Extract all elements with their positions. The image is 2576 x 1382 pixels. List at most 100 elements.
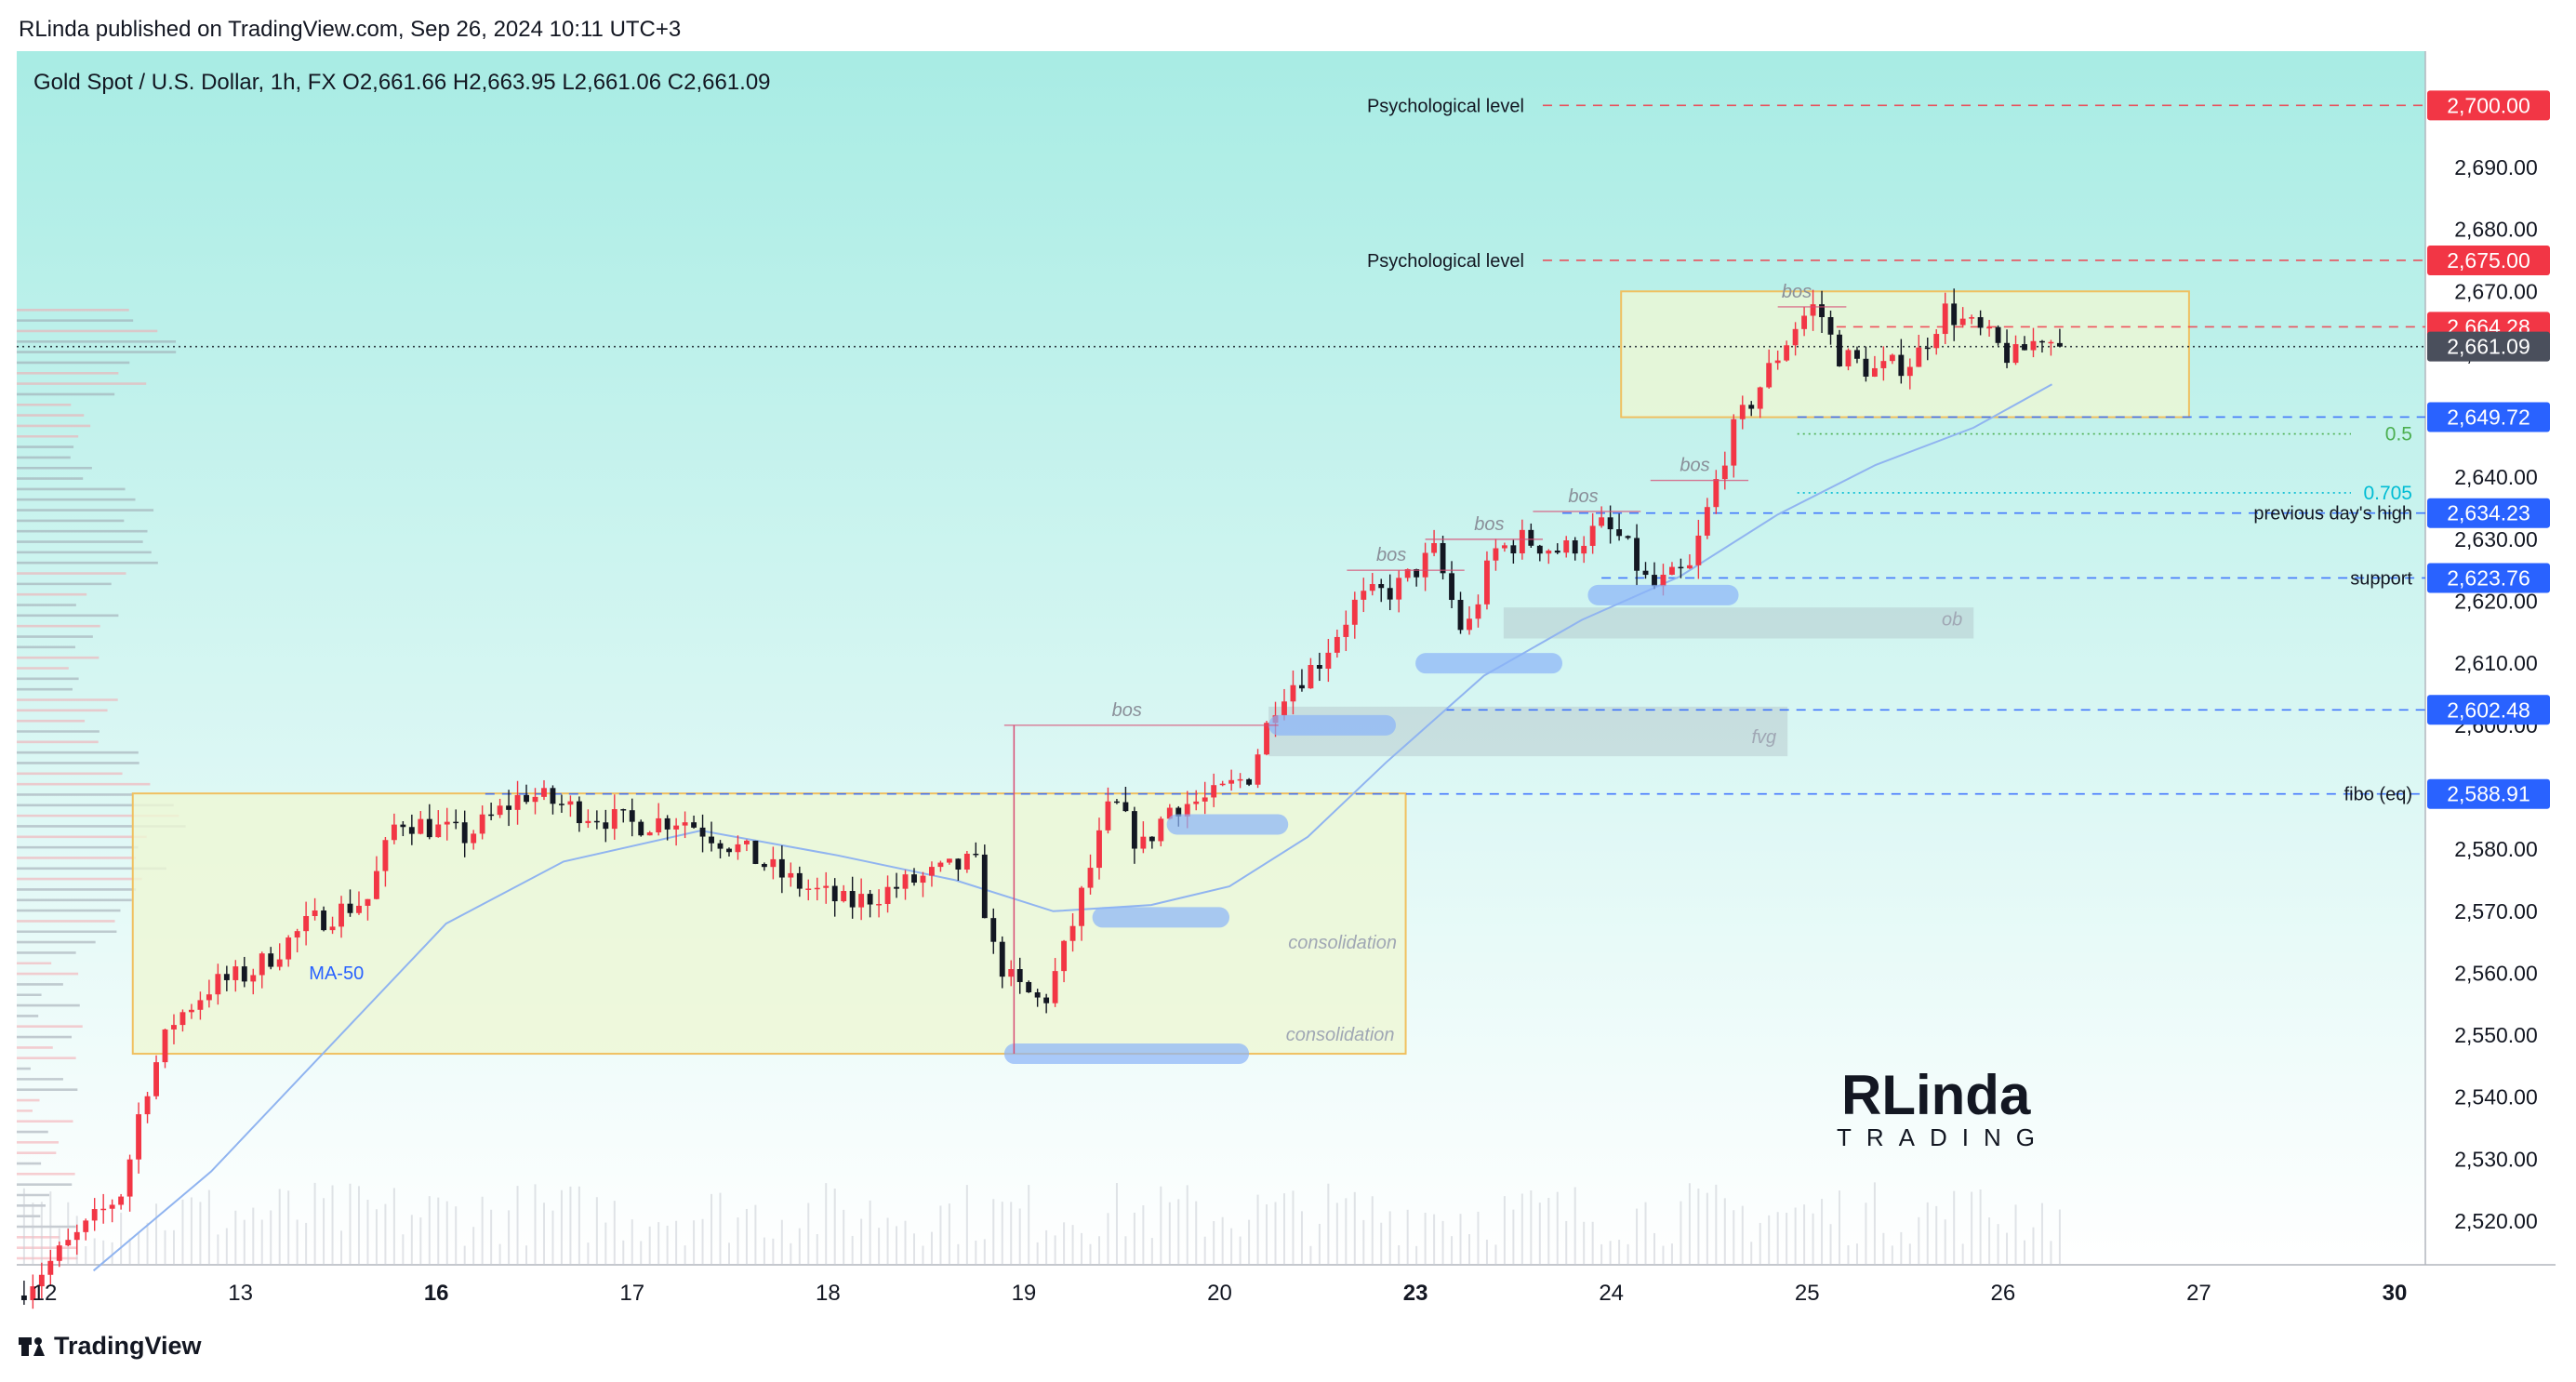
candle-body [1616, 529, 1623, 537]
candle-body [841, 891, 847, 902]
candle-body [250, 975, 257, 982]
candle-body [1827, 317, 1834, 335]
candle-body [1792, 328, 1799, 346]
x-tick-label: 30 [2383, 1281, 2408, 1306]
price-label-box [2427, 778, 2550, 809]
price-label-box [2427, 402, 2550, 432]
bos-label: bos [1568, 486, 1598, 507]
liquidity-pill [1166, 814, 1289, 835]
candle-body [461, 822, 468, 844]
candle-body [524, 794, 529, 803]
candle-body [1449, 573, 1454, 601]
level-text: previous day's high [2253, 504, 2412, 525]
candle-body [1158, 818, 1164, 842]
candle-body [1704, 507, 1710, 536]
price-label-box [2427, 498, 2550, 528]
candle-body [805, 888, 812, 890]
price-label-text: 2,634.23 [2447, 501, 2530, 525]
candle-body [1774, 360, 1781, 364]
candle-body [541, 788, 547, 797]
bos-label: bos [1112, 700, 1142, 721]
candle-body [1061, 940, 1068, 972]
candle-body [109, 1204, 115, 1209]
candle-body [1906, 366, 1913, 377]
candle-body [1069, 925, 1076, 941]
level-text: fibo (eq) [2344, 785, 2412, 805]
y-tick-label: 2,630.00 [2454, 527, 2538, 551]
candle-body [611, 809, 617, 830]
candle-body [1475, 604, 1481, 619]
tradingview-brand[interactable]: TradingView [19, 1332, 202, 1361]
candle-body [1519, 529, 1525, 554]
price-label-box [2427, 331, 2550, 362]
candle-body [312, 910, 318, 916]
candle-body [136, 1114, 142, 1160]
candle-body [603, 822, 609, 830]
x-tick-label: 25 [1795, 1281, 1820, 1306]
candle-body [1721, 465, 1728, 480]
tradingview-brand-label: TradingView [54, 1332, 202, 1360]
y-tick-label: 2,620.00 [2454, 590, 2538, 614]
fib-label: 0.705 [2363, 483, 2412, 504]
candle-body [1916, 347, 1922, 367]
x-tick-label: 24 [1599, 1281, 1624, 1306]
candle-body [118, 1196, 125, 1205]
candle-body [1246, 778, 1253, 785]
candle-body [223, 974, 230, 980]
candle-body [232, 966, 239, 980]
candle-body [1131, 811, 1137, 849]
level-text: support [2350, 568, 2412, 589]
candle-body [408, 827, 415, 834]
symbol-title: Gold Spot / U.S. Dollar, 1h, FX O2,661.6… [33, 70, 771, 95]
candle-body [1316, 665, 1322, 670]
tradingview-logo-icon [19, 1336, 45, 1356]
candle-body [1431, 542, 1438, 553]
candle-body [2012, 344, 2019, 364]
candle-body [1546, 551, 1552, 554]
candle-body [1008, 969, 1015, 977]
candle-body [444, 821, 450, 825]
candle-body [153, 1062, 159, 1096]
candle-body [285, 937, 292, 960]
ma50-line [92, 383, 2052, 1272]
plot-background [17, 51, 2425, 1265]
candle-body [585, 820, 591, 824]
candle-body [179, 1012, 186, 1026]
candle-body [2039, 340, 2045, 343]
volume-bars [22, 1182, 2061, 1265]
candle-body [2048, 341, 2054, 344]
candle-body [814, 887, 820, 890]
y-tick-label: 2,520.00 [2454, 1209, 2538, 1233]
candle-body [303, 915, 310, 932]
candle-body [1079, 887, 1084, 926]
candle-body [1457, 600, 1464, 631]
candle-body [1607, 517, 1613, 530]
candle-body [1766, 363, 1773, 388]
candle-body [1467, 618, 1472, 631]
candle-body [1122, 802, 1129, 812]
candle-body [1889, 354, 1895, 362]
candle-body [532, 796, 538, 803]
price-label-text: 2,602.48 [2447, 698, 2530, 722]
candle-body [1880, 361, 1887, 368]
candle-body [1898, 354, 1905, 377]
candle-body [1202, 797, 1208, 802]
candle-body [453, 821, 459, 824]
publisher-line: RLinda published on TradingView.com, Sep… [19, 17, 682, 42]
x-tick-label: 17 [619, 1281, 644, 1306]
candle-body [1334, 636, 1340, 653]
candle-body [47, 1260, 54, 1275]
candle-body [682, 822, 688, 826]
candle-body [171, 1025, 177, 1030]
zone-label: ob [1942, 610, 1962, 631]
candle-body [1713, 479, 1720, 508]
y-tick-label: 2,550.00 [2454, 1023, 2538, 1047]
candle-body [1572, 540, 1578, 554]
candle-body [339, 903, 344, 927]
candle-body [391, 824, 397, 841]
candle-body [955, 858, 962, 870]
candle-body [752, 840, 759, 864]
candle-body [1087, 868, 1094, 888]
logo-name: RLinda [1841, 1064, 2031, 1126]
